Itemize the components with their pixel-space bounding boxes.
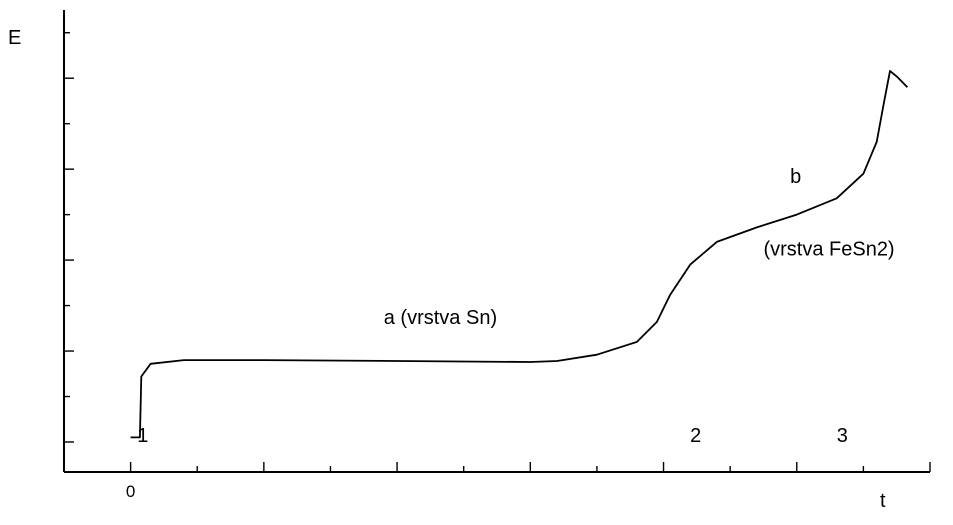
x-axis-label: t xyxy=(880,490,886,512)
series-line xyxy=(130,70,909,439)
ticks xyxy=(63,32,931,472)
annotation-label: a (vrstva Sn) xyxy=(384,307,497,329)
annotation-label: 1 xyxy=(137,425,148,447)
axes xyxy=(63,10,930,473)
labels: Et 0 1 2 3 a (vrstva Sn) (vrstva FeSn2) b xyxy=(8,27,895,512)
y-axis-label: E xyxy=(8,27,21,49)
annotation-label: (vrstva FeSn2) xyxy=(763,239,894,261)
annotation-label: b xyxy=(790,166,801,188)
x-tick-label: 0 xyxy=(126,482,135,501)
annotation-label: 3 xyxy=(837,425,848,447)
annotation-label: 2 xyxy=(690,425,701,447)
